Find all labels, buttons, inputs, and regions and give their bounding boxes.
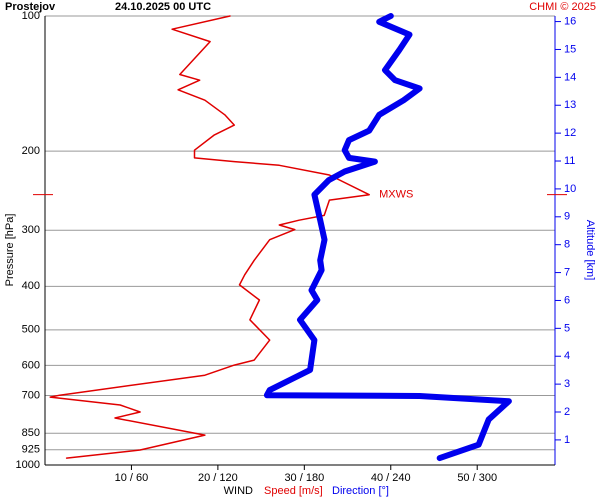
y2-tick-label: 11	[564, 155, 575, 167]
chart-subtitle: 24.10.2025 00 UTC	[115, 1, 211, 13]
y-tick-label: 200	[22, 145, 40, 157]
y-tick-label: 500	[22, 324, 40, 336]
y-tick-label: 700	[22, 389, 40, 401]
y2-tick-label: 6	[564, 294, 570, 306]
profile-line	[49, 15, 370, 459]
x-tick-label: 40 / 240	[371, 472, 411, 484]
y2-tick-label: 16	[564, 15, 576, 27]
y-tick-label: 850	[22, 427, 40, 439]
chart-title: Prostejov	[5, 1, 56, 13]
y2-tick-label: 7	[564, 266, 570, 278]
y2-tick-label: 3	[564, 378, 570, 390]
y-tick-label: 600	[22, 359, 40, 371]
y2-tick-label: 14	[564, 71, 576, 83]
y-tick-label: 1000	[16, 459, 40, 471]
y-tick-label: 300	[22, 224, 40, 236]
y2-tick-label: 12	[564, 127, 576, 139]
x-axis-label: WIND	[224, 485, 253, 497]
x-tick-label: 10 / 60	[115, 472, 149, 484]
y2-tick-label: 2	[564, 406, 570, 418]
y2-tick-label: 9	[564, 211, 570, 223]
y2-tick-label: 5	[564, 322, 570, 334]
credit: CHMI © 2025	[529, 1, 596, 13]
y2-tick-label: 4	[564, 350, 570, 362]
y2-tick-label: 13	[564, 99, 576, 111]
y2-axis-label: Altitude [km]	[584, 220, 596, 281]
y-axis-label: Pressure [hPa]	[4, 214, 16, 287]
y2-tick-label: 8	[564, 239, 570, 251]
y-tick-label: 100	[22, 10, 40, 22]
legend-entry: Direction [°]	[332, 485, 389, 497]
annotation-label: MXWS	[379, 189, 413, 201]
x-tick-label: 20 / 120	[198, 472, 238, 484]
x-tick-label: 30 / 180	[284, 472, 324, 484]
y-tick-label: 400	[22, 280, 40, 292]
x-tick-label: 50 / 300	[457, 472, 497, 484]
y2-tick-label: 15	[564, 43, 576, 55]
y2-tick-label: 1	[564, 434, 570, 446]
y2-tick-label: 10	[564, 183, 576, 195]
profile-line	[263, 13, 512, 462]
legend-entry: Speed [m/s]	[264, 485, 323, 497]
y-tick-label: 925	[22, 444, 40, 456]
